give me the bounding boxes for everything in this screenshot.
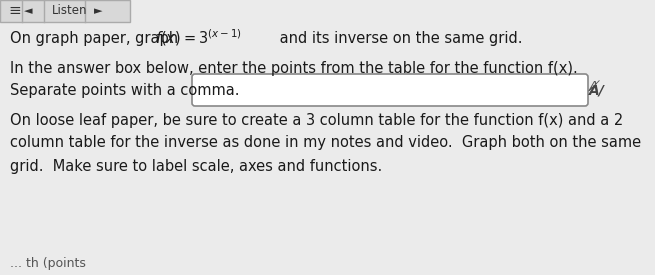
Text: ... th (points: ... th (points	[10, 257, 86, 269]
Text: ≡: ≡	[8, 4, 21, 18]
Text: column table for the inverse as done in my notes and video.  Graph both on the s: column table for the inverse as done in …	[10, 136, 641, 150]
Text: Listen: Listen	[52, 4, 88, 18]
Text: grid.  Make sure to label scale, axes and functions.: grid. Make sure to label scale, axes and…	[10, 158, 383, 174]
Text: A̸: A̸	[590, 81, 599, 95]
Text: On loose leaf paper, be sure to create a 3 column table for the function f(x) an: On loose leaf paper, be sure to create a…	[10, 112, 624, 128]
Text: In the answer box below, enter the points from the table for the function f(x).: In the answer box below, enter the point…	[10, 60, 578, 76]
Text: On graph paper, graph: On graph paper, graph	[10, 31, 183, 45]
Text: A/: A/	[589, 83, 605, 97]
Text: Separate points with a comma.: Separate points with a comma.	[10, 82, 240, 98]
Text: $f(x)=3^{(x-1)}$: $f(x)=3^{(x-1)}$	[155, 28, 242, 48]
FancyBboxPatch shape	[0, 0, 130, 22]
FancyBboxPatch shape	[192, 74, 588, 106]
Text: and its inverse on the same grid.: and its inverse on the same grid.	[275, 31, 523, 45]
Text: ◄: ◄	[24, 6, 32, 16]
Text: ►: ►	[94, 6, 102, 16]
